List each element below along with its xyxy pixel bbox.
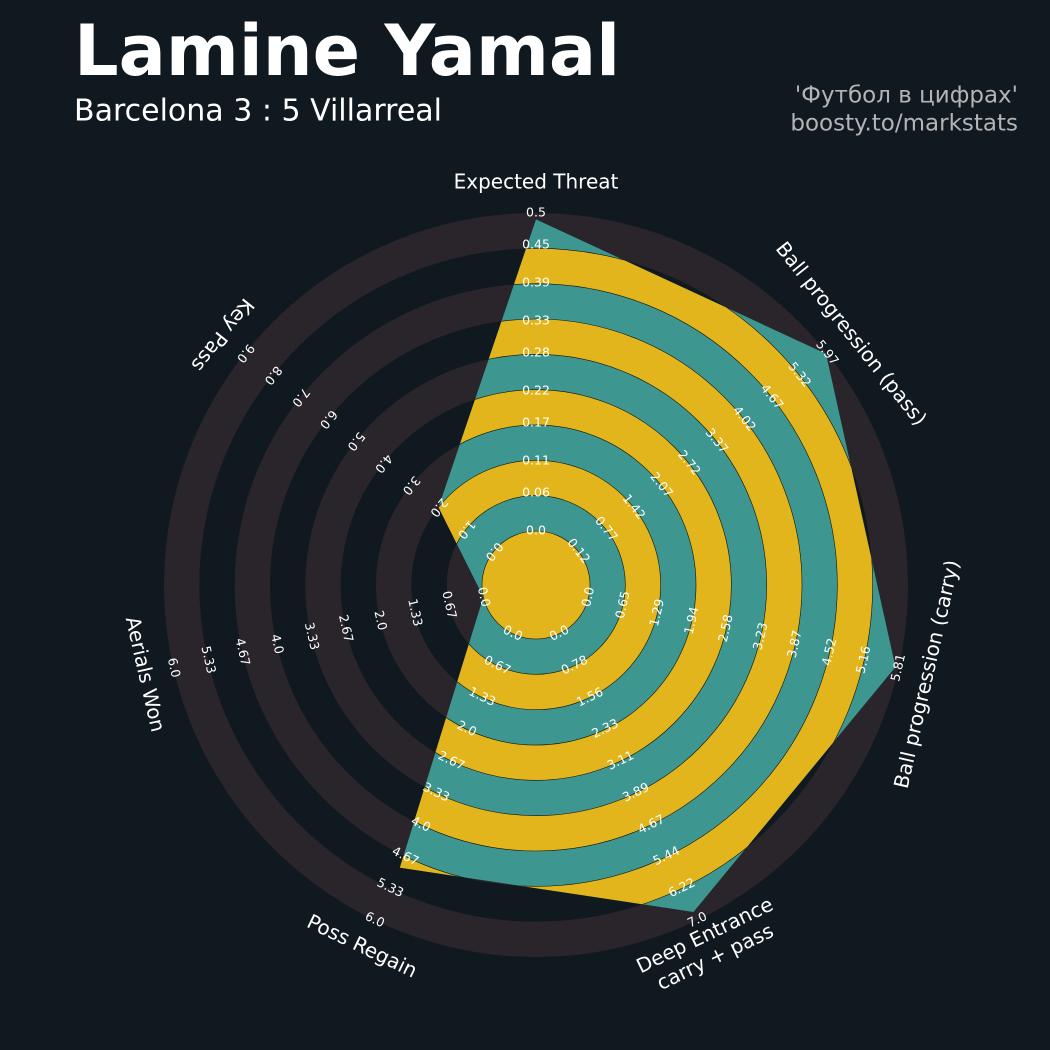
tick-label: 0.11 <box>522 453 550 468</box>
tick-label: 0.67 <box>439 589 460 619</box>
tick-label: 2.58 <box>715 613 736 644</box>
tick-label: 0.0 <box>475 585 494 608</box>
tick-label: 0.17 <box>522 414 550 429</box>
chart-title: Lamine Yamal <box>74 10 620 92</box>
tick-label: 0.39 <box>522 274 550 289</box>
tick-label: 1.94 <box>681 605 702 636</box>
tick-label: 0.28 <box>522 344 550 359</box>
tick-label: 2.67 <box>336 613 357 643</box>
tick-label: 0.33 <box>522 313 550 328</box>
tick-label: 5.33 <box>199 644 220 674</box>
tick-label: 4.67 <box>233 637 254 667</box>
tick-label: 0.0 <box>526 523 546 538</box>
tick-label: 0.22 <box>522 383 550 398</box>
credit: 'Футбол в цифрах' <box>795 83 1018 109</box>
credit: boosty.to/markstats <box>790 111 1018 137</box>
axis-label-line: Expected Threat <box>454 170 619 194</box>
tick-label: 0.0 <box>578 585 597 608</box>
tick-label: 4.52 <box>818 637 839 667</box>
tick-label: 3.87 <box>784 629 805 659</box>
tick-label: 6.0 <box>165 656 184 679</box>
tick-label: 3.23 <box>750 621 771 651</box>
tick-label: 0.65 <box>612 589 633 619</box>
tick-label: 2.0 <box>371 609 390 632</box>
tick-label: 0.06 <box>522 484 550 499</box>
tick-label: 1.29 <box>646 597 667 628</box>
radar-band <box>411 460 661 710</box>
tick-label: 3.33 <box>302 621 323 651</box>
radar-band <box>399 248 873 912</box>
tick-label: 1.33 <box>405 597 426 627</box>
radar-band <box>481 530 591 640</box>
tick-label: 5.81 <box>887 652 908 682</box>
tick-label: 0.45 <box>522 236 550 251</box>
tick-label: 4.0 <box>268 633 287 656</box>
tick-label: 5.16 <box>853 644 874 675</box>
chart-subtitle: Barcelona 3 : 5 Villarreal <box>74 94 442 129</box>
tick-label: 0.5 <box>526 205 546 220</box>
axis-label: Expected Threat <box>454 170 619 194</box>
